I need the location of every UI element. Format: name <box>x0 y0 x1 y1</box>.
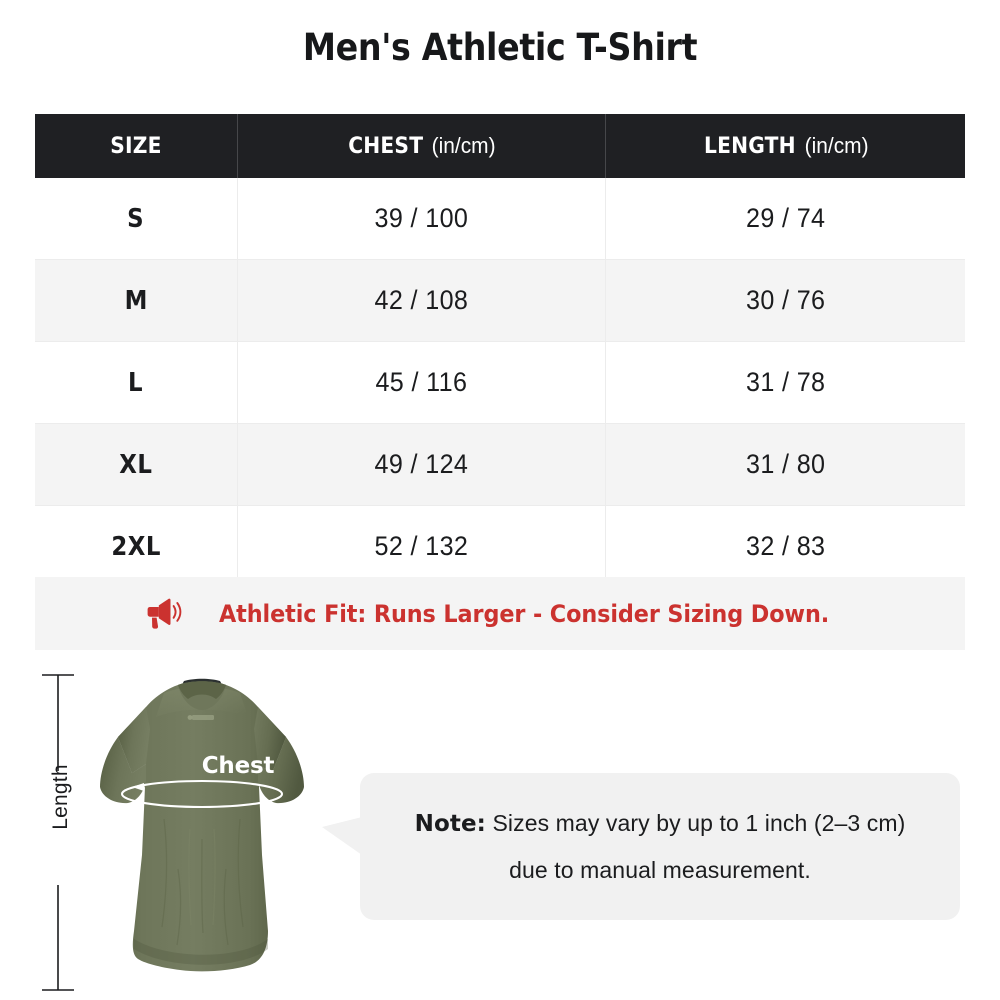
size-value: XL <box>119 449 153 480</box>
column-header-size-label: SIZE <box>110 133 162 159</box>
table-row: 2XL 52 / 132 32 / 83 <box>35 505 965 588</box>
length-dimension-guide: Length <box>38 673 78 993</box>
cell-chest: 42 / 108 <box>237 259 606 342</box>
fit-alert-banner: Athletic Fit: Runs Larger - Consider Siz… <box>35 577 965 650</box>
measurement-illustration: Length <box>0 655 1000 1000</box>
cell-chest: 45 / 116 <box>237 341 606 424</box>
column-header-length-label: LENGTH <box>704 134 797 159</box>
column-header-chest-label: CHEST <box>348 134 424 159</box>
column-header-length-unit: (in/cm) <box>804 133 869 158</box>
chest-value: 42 / 108 <box>374 285 468 315</box>
size-value: M <box>124 285 148 316</box>
cell-chest: 49 / 124 <box>237 423 606 506</box>
cell-chest: 39 / 100 <box>237 178 606 260</box>
length-value: 32 / 83 <box>745 531 825 561</box>
length-value: 30 / 76 <box>745 285 825 315</box>
column-header-length: LENGTH (in/cm) <box>605 114 965 178</box>
cell-length: 29 / 74 <box>605 178 965 260</box>
cell-chest: 52 / 132 <box>237 505 606 588</box>
cell-size: S <box>35 178 238 260</box>
table-header: SIZE CHEST (in/cm) LENGTH (in/cm) <box>35 114 965 178</box>
tshirt-illustration <box>100 678 304 972</box>
cell-length: 31 / 80 <box>605 423 965 506</box>
size-chart-table: SIZE CHEST (in/cm) LENGTH (in/cm) S 39 / 1… <box>35 114 965 588</box>
table-row: S 39 / 100 29 / 74 <box>35 178 965 260</box>
chest-measure-ellipse <box>120 779 284 809</box>
note-text-1: Sizes may vary by up to 1 inch (2–3 cm) <box>485 809 906 836</box>
chest-arrow-left <box>132 783 144 791</box>
table-row: L 45 / 116 31 / 78 <box>35 341 965 424</box>
chest-arrow-right <box>260 798 272 806</box>
size-value: S <box>127 203 145 234</box>
length-value: 31 / 78 <box>745 367 825 397</box>
fit-alert-text: Athletic Fit: Runs Larger - Consider Siz… <box>219 599 830 628</box>
length-value: 31 / 80 <box>745 449 825 479</box>
size-value: 2XL <box>111 531 161 562</box>
page-title: Men's Athletic T-Shirt <box>302 26 698 69</box>
table-body: S 39 / 100 29 / 74 M 42 / 108 30 / 76 L … <box>35 178 965 588</box>
note-bubble: Note: Sizes may vary by up to 1 inch (2–… <box>322 773 960 920</box>
chest-value: 39 / 100 <box>374 203 468 233</box>
cell-size: L <box>35 341 238 424</box>
column-header-chest: CHEST (in/cm) <box>237 114 606 178</box>
chest-value: 45 / 116 <box>375 367 467 397</box>
chest-value: 49 / 124 <box>374 449 468 479</box>
column-header-size: SIZE <box>35 114 238 178</box>
cell-length: 32 / 83 <box>605 505 965 588</box>
size-chart-table-wrapper: SIZE CHEST (in/cm) LENGTH (in/cm) S 39 / 1… <box>35 114 965 588</box>
size-value: L <box>128 367 144 398</box>
cell-size: M <box>35 259 238 342</box>
note-label: Note: <box>414 810 486 837</box>
cell-length: 31 / 78 <box>605 341 965 424</box>
table-row: XL 49 / 124 31 / 80 <box>35 423 965 506</box>
length-label: Length <box>49 764 72 830</box>
chest-value: 52 / 132 <box>374 531 468 561</box>
column-header-chest-unit: (in/cm) <box>431 133 496 158</box>
megaphone-icon <box>148 598 182 629</box>
tshirt-graphic: Chest <box>72 669 332 994</box>
note-line-1: Note: Sizes may vary by up to 1 inch (2–… <box>415 810 906 837</box>
length-value: 29 / 74 <box>745 203 825 233</box>
cell-size: XL <box>35 423 238 506</box>
table-row: M 42 / 108 30 / 76 <box>35 259 965 342</box>
table-header-row: SIZE CHEST (in/cm) LENGTH (in/cm) <box>35 114 965 178</box>
cell-size: 2XL <box>35 505 238 588</box>
brand-tag-icon <box>187 715 214 720</box>
note-bubble-tail <box>322 817 362 855</box>
cell-length: 30 / 76 <box>605 259 965 342</box>
length-guide-line <box>42 674 74 991</box>
note-line-2: due to manual measurement. <box>509 856 811 883</box>
